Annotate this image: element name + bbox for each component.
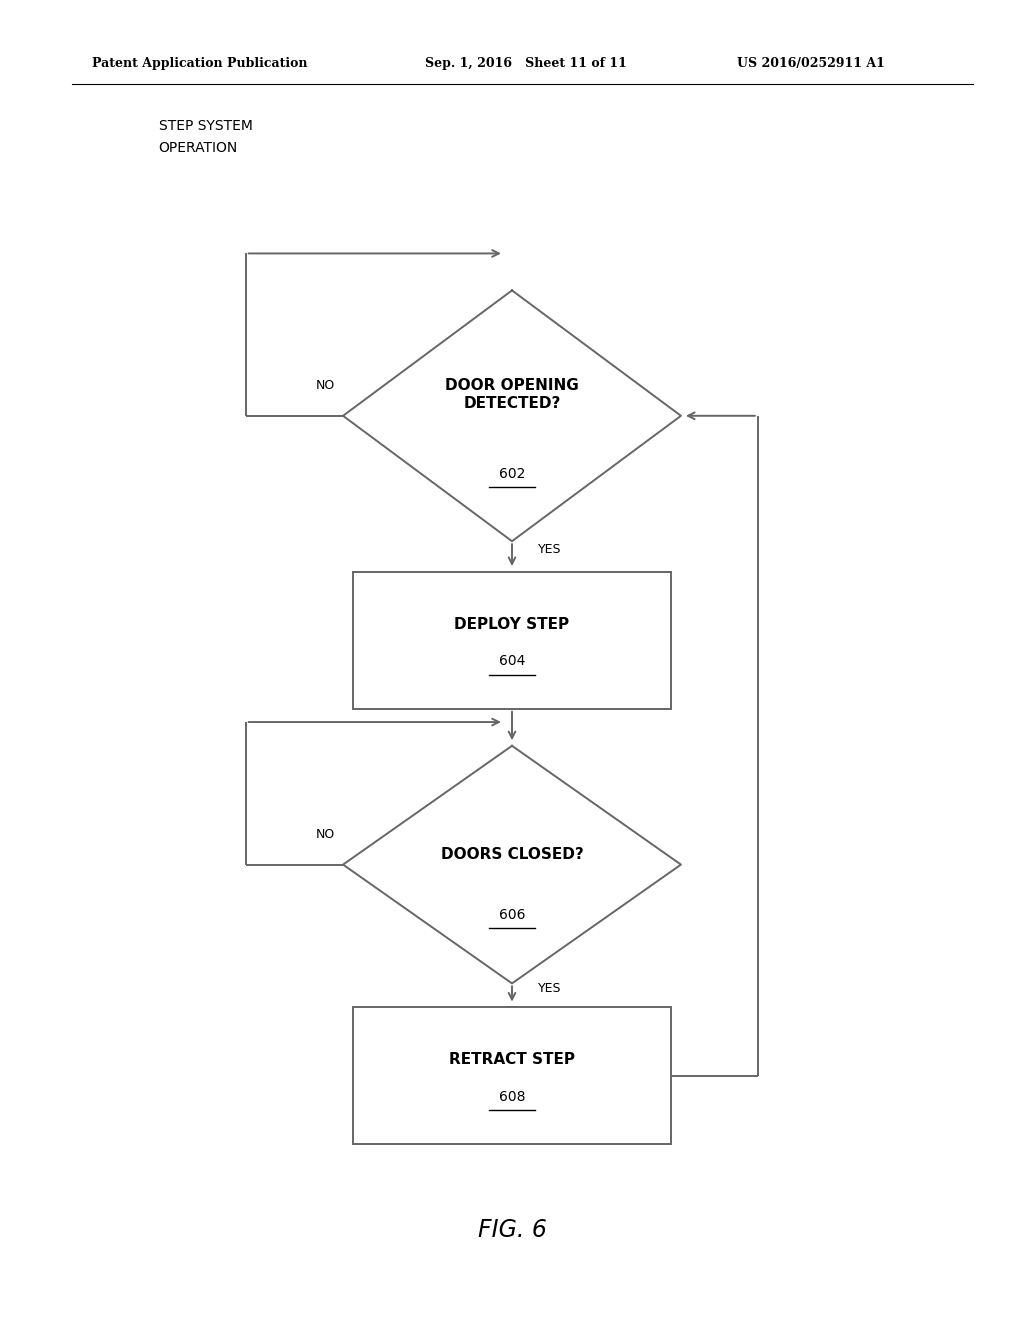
Text: RETRACT STEP: RETRACT STEP [449,1052,575,1068]
Text: US 2016/0252911 A1: US 2016/0252911 A1 [737,57,885,70]
Text: STEP SYSTEM: STEP SYSTEM [159,119,253,133]
Text: YES: YES [538,544,561,556]
Text: Sep. 1, 2016   Sheet 11 of 11: Sep. 1, 2016 Sheet 11 of 11 [425,57,627,70]
Text: DOORS CLOSED?: DOORS CLOSED? [440,846,584,862]
Text: Patent Application Publication: Patent Application Publication [92,57,307,70]
Text: 606: 606 [499,908,525,921]
Bar [353,1007,671,1144]
Text: NO: NO [315,828,335,841]
Text: DEPLOY STEP: DEPLOY STEP [455,616,569,632]
Text: 602: 602 [499,467,525,480]
Text: YES: YES [538,982,561,995]
Text: NO: NO [315,379,335,392]
Text: FIG. 6: FIG. 6 [477,1218,547,1242]
Text: DOOR OPENING
DETECTED?: DOOR OPENING DETECTED? [445,379,579,411]
Bar [353,572,671,709]
Text: OPERATION: OPERATION [159,141,238,156]
Text: 604: 604 [499,655,525,668]
Text: 608: 608 [499,1090,525,1104]
